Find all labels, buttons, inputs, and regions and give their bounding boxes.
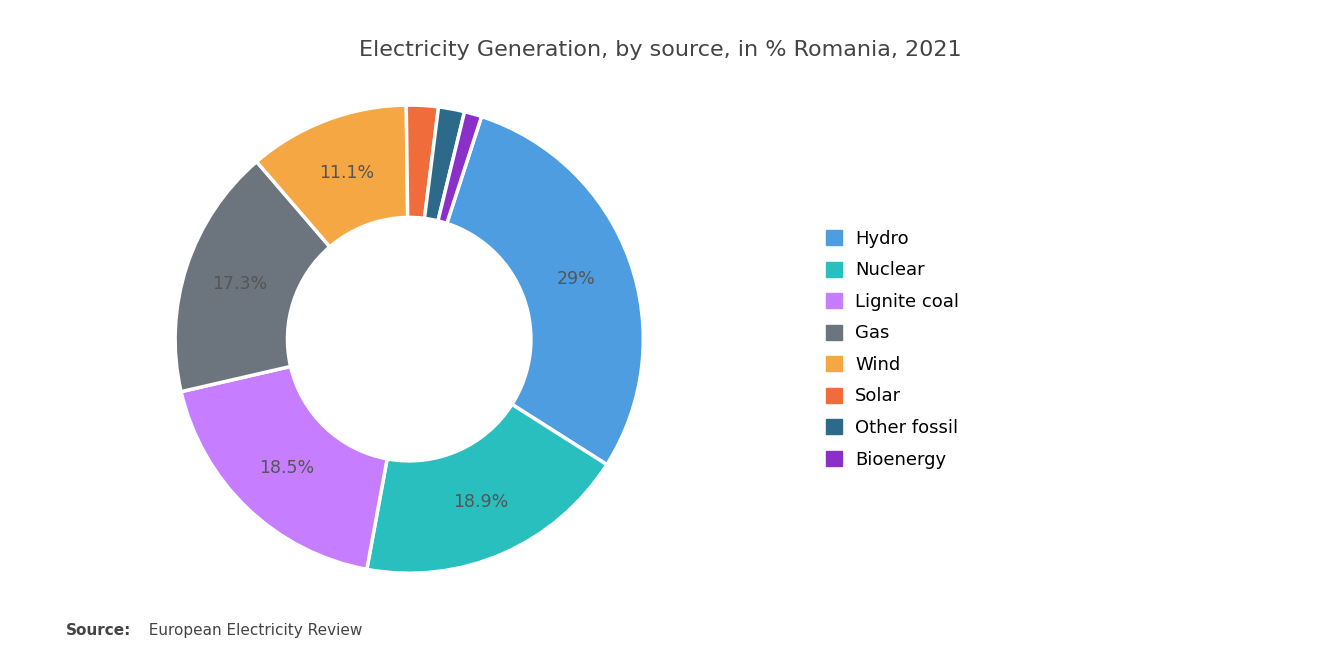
Wedge shape xyxy=(407,105,438,218)
Wedge shape xyxy=(446,116,643,465)
Text: 17.3%: 17.3% xyxy=(213,275,268,293)
Text: Source:: Source: xyxy=(66,623,132,638)
Text: 29%: 29% xyxy=(557,270,595,288)
Wedge shape xyxy=(367,404,607,573)
Text: European Electricity Review: European Electricity Review xyxy=(139,623,362,638)
Text: 18.5%: 18.5% xyxy=(259,459,314,477)
Text: Electricity Generation, by source, in % Romania, 2021: Electricity Generation, by source, in % … xyxy=(359,40,961,60)
Legend: Hydro, Nuclear, Lignite coal, Gas, Wind, Solar, Other fossil, Bioenergy: Hydro, Nuclear, Lignite coal, Gas, Wind,… xyxy=(826,229,960,469)
Wedge shape xyxy=(176,162,330,392)
Text: 11.1%: 11.1% xyxy=(318,164,374,182)
Wedge shape xyxy=(438,112,482,223)
Wedge shape xyxy=(425,107,465,221)
Text: 18.9%: 18.9% xyxy=(453,493,508,511)
Wedge shape xyxy=(181,366,387,569)
Wedge shape xyxy=(256,105,408,247)
